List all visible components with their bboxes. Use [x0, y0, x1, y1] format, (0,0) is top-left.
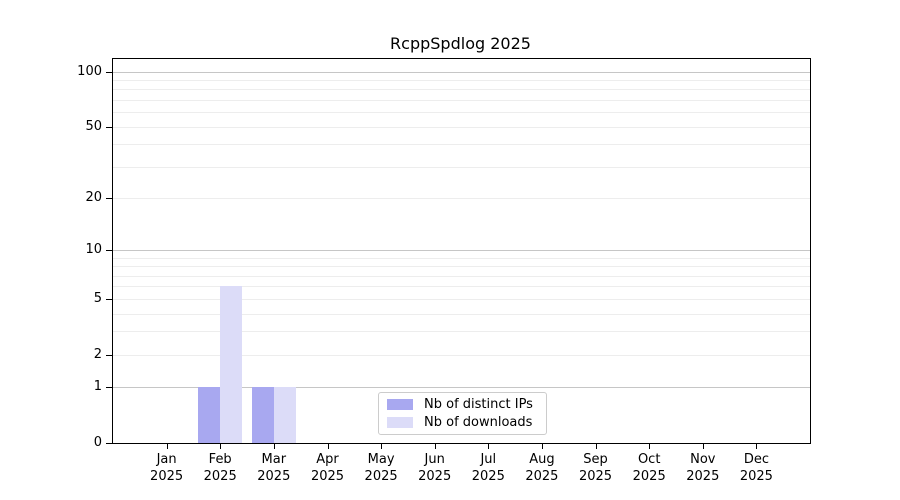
plot-area	[112, 58, 811, 444]
x-tick-year: 2025	[257, 469, 291, 484]
x-axis-tick	[166, 444, 168, 449]
gridline-minor	[113, 99, 810, 101]
legend-row-downloads: Nb of downloads	[387, 415, 538, 430]
y-tick-label: 20	[85, 189, 102, 205]
y-tick-label: 10	[85, 242, 102, 257]
x-tick-month: Dec	[743, 452, 769, 467]
x-tick-year: 2025	[739, 469, 773, 484]
bar-downloads-feb	[220, 286, 243, 443]
x-tick-label: Jan 2025	[132, 451, 202, 485]
bar-downloads-mar	[273, 387, 296, 443]
gridline-major	[113, 250, 810, 251]
x-tick-label: Mar 2025	[239, 451, 309, 485]
gridline-minor	[113, 144, 810, 146]
gridline-minor	[113, 275, 810, 277]
gridline-minor	[113, 354, 810, 356]
x-tick-label: Oct 2025	[614, 451, 684, 485]
legend-label-downloads: Nb of downloads	[424, 415, 533, 430]
x-tick-month: Feb	[208, 452, 232, 467]
x-tick-label: Feb 2025	[185, 451, 255, 485]
x-tick-label: Jun 2025	[400, 451, 470, 485]
x-axis-tick	[595, 444, 597, 449]
y-tick-label: 5	[93, 290, 102, 306]
x-tick-year: 2025	[471, 469, 505, 484]
chart-title: RcppSpdlog 2025	[390, 34, 531, 53]
x-axis-tick	[488, 444, 490, 449]
x-tick-label: Aug 2025	[507, 451, 577, 485]
legend-label-distinct-ips: Nb of distinct IPs	[424, 397, 533, 412]
gridline-major	[113, 71, 810, 73]
x-axis-tick	[327, 444, 329, 449]
y-tick-label: 1	[93, 379, 102, 395]
x-tick-label: Jul 2025	[453, 451, 523, 485]
x-axis-tick	[381, 444, 383, 449]
gridline-major	[113, 387, 810, 389]
x-axis-tick	[220, 444, 222, 449]
gridline-minor	[113, 89, 810, 91]
y-tick-label: 2	[93, 346, 102, 362]
y-axis-tick	[106, 250, 112, 251]
y-axis-tick	[106, 298, 112, 300]
legend-swatch-distinct-ips	[387, 399, 413, 410]
x-tick-month: May	[367, 452, 395, 467]
legend-row-distinct-ips: Nb of distinct IPs	[387, 397, 538, 412]
gridline-minor	[113, 331, 810, 333]
x-tick-year: 2025	[310, 469, 345, 484]
gridline-minor	[113, 286, 810, 288]
gridline-minor	[113, 197, 810, 199]
legend: Nb of distinct IPs Nb of downloads	[378, 392, 547, 435]
x-tick-year: 2025	[203, 469, 237, 484]
y-axis-tick	[106, 71, 112, 73]
x-tick-label: Nov 2025	[668, 451, 738, 485]
y-axis-tick	[106, 197, 112, 199]
legend-swatch-downloads	[387, 417, 413, 428]
gridline-minor	[113, 266, 810, 268]
x-tick-month: Sep	[583, 452, 608, 467]
y-axis-tick	[106, 354, 112, 356]
x-tick-month: Aug	[529, 452, 555, 467]
x-axis-tick	[541, 444, 543, 449]
x-tick-month: Jan	[156, 452, 177, 467]
gridline-minor	[113, 126, 810, 128]
y-tick-label: 100	[77, 63, 102, 79]
x-axis-tick	[273, 444, 275, 449]
x-tick-year: 2025	[578, 469, 613, 484]
x-axis-tick	[649, 444, 651, 449]
bar-distinct-ips-feb	[198, 387, 221, 443]
x-tick-year: 2025	[364, 469, 398, 484]
x-tick-month: Mar	[261, 452, 287, 467]
gridline-minor	[113, 79, 810, 81]
x-tick-month: Jul	[480, 452, 497, 467]
y-axis-tick	[106, 387, 112, 389]
x-tick-year: 2025	[686, 469, 720, 484]
x-tick-label: Dec 2025	[721, 451, 791, 485]
x-tick-month: Jun	[424, 452, 445, 467]
gridline-minor	[113, 298, 810, 300]
x-tick-year: 2025	[525, 469, 559, 484]
x-tick-year: 2025	[632, 469, 666, 484]
gridline-minor	[113, 166, 810, 168]
y-axis-tick	[106, 126, 112, 128]
x-tick-year: 2025	[418, 469, 452, 484]
bar-distinct-ips-mar	[251, 387, 274, 443]
y-axis-tick	[106, 443, 112, 444]
x-tick-month: Oct	[637, 452, 661, 467]
y-tick-label: 50	[85, 118, 102, 134]
x-tick-month: Apr	[316, 452, 339, 467]
x-tick-month: Nov	[690, 452, 716, 467]
x-tick-label: Apr 2025	[293, 451, 363, 485]
x-axis-tick	[756, 444, 758, 449]
x-tick-label: May 2025	[346, 451, 416, 485]
y-tick-label: 0	[93, 435, 102, 450]
x-axis-tick	[434, 444, 436, 449]
x-axis-tick	[702, 444, 704, 449]
gridline-minor	[113, 313, 810, 315]
x-tick-year: 2025	[150, 469, 184, 484]
x-tick-label: Sep 2025	[561, 451, 631, 485]
gridline-minor	[113, 257, 810, 259]
gridline-minor	[113, 112, 810, 114]
